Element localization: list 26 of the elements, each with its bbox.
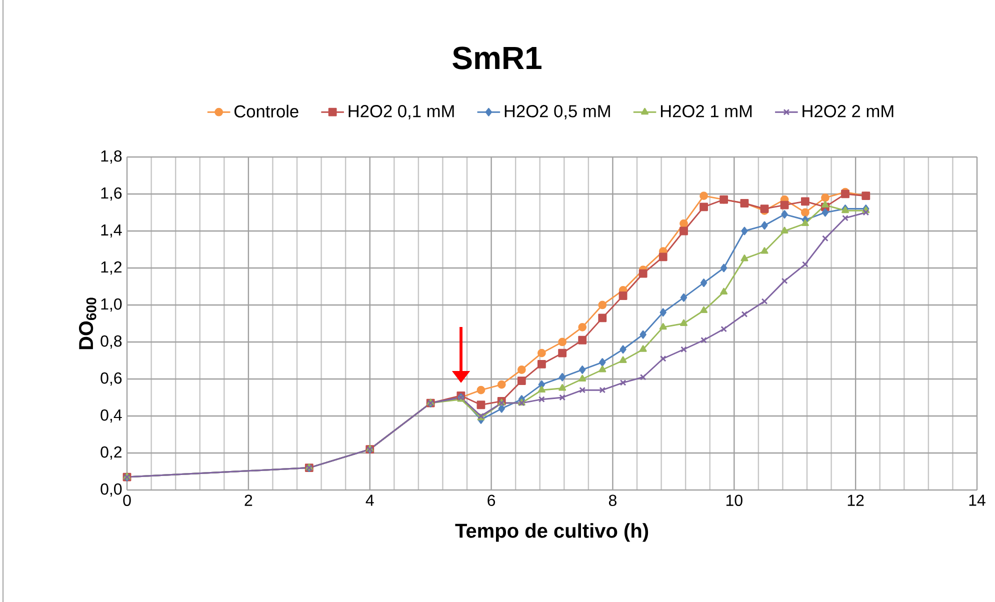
- y-axis-title: DO$_{600}$: [78, 298, 96, 350]
- x-tick-label: 6: [488, 494, 496, 506]
- y-tick-label: 0,0: [100, 483, 122, 497]
- y-tick-label: 0,4: [100, 409, 122, 423]
- x-axis-title: Tempo de cultivo (h): [455, 523, 648, 542]
- legend-label: H2O2 1 mM: [660, 105, 752, 118]
- legend-label: Controle: [234, 104, 298, 118]
- legend-label: H2O2 0,5 mM: [504, 105, 610, 120]
- x-tick-label: 2: [244, 494, 252, 506]
- x-tick-label: 0: [123, 494, 131, 506]
- y-tick-label: 0,2: [100, 446, 122, 460]
- y-tick-label: 1,8: [101, 150, 122, 164]
- x-tick-label: 12: [848, 494, 864, 506]
- x-tick-label: 10: [726, 494, 742, 506]
- y-tick-label: 1,4: [101, 224, 122, 238]
- legend-label: H2O2 0,1 mM: [348, 105, 454, 120]
- x-tick-label: 4: [366, 494, 374, 506]
- y-tick-label: 1,0: [101, 298, 122, 312]
- y-tick-label: 1,6: [101, 187, 122, 201]
- y-tick-label: 1,2: [101, 261, 122, 275]
- y-tick-label: 0,8: [100, 335, 122, 349]
- x-tick-label: 14: [969, 494, 986, 506]
- legend-label: H2O2 2 mM: [802, 105, 894, 118]
- y-tick-label: 0,6: [100, 372, 122, 386]
- chart-title: SmR1: [452, 46, 542, 70]
- x-tick-label: 8: [608, 494, 616, 506]
